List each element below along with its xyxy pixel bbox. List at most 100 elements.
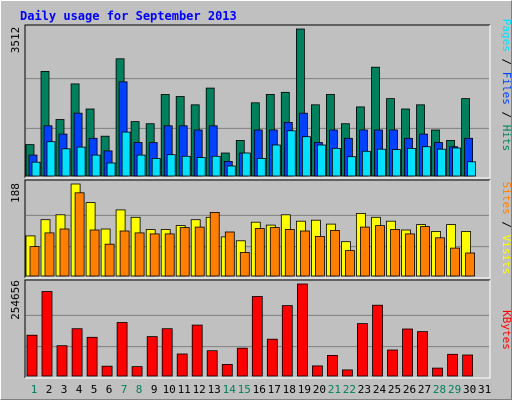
bar-sites-day-17	[269, 227, 280, 277]
bar-pages-day-25	[392, 149, 401, 177]
rl2-part-1: /	[500, 215, 512, 235]
kbytes-panel	[26, 283, 474, 377]
x-tick-label-day-29: 29	[448, 383, 461, 396]
bar-sites-day-1	[29, 246, 40, 277]
bar-kbytes-day-24	[372, 304, 383, 377]
bar-pages-day-15	[241, 152, 251, 177]
bar-sites-day-6	[104, 243, 115, 277]
bar-kbytes-day-3	[56, 345, 68, 377]
bar-sites-day-9	[149, 233, 160, 277]
bar-kbytes-day-1	[26, 334, 38, 377]
bar-pages-day-13	[211, 155, 221, 177]
bar-sites-day-24	[375, 225, 385, 277]
bar-kbytes-day-16	[251, 296, 263, 377]
x-tick-label-day-13: 13	[208, 383, 221, 396]
bar-kbytes-day-25	[387, 349, 398, 377]
sites-visits-panel	[25, 183, 476, 277]
bar-sites-day-8	[134, 232, 145, 277]
bar-pages-day-16	[256, 157, 266, 177]
rl3-part-0: KBytes	[500, 310, 512, 350]
x-tick-label-day-19: 19	[298, 383, 311, 396]
x-tick-label-day-21: 21	[328, 383, 341, 396]
panel2-legend: Sites / Visits	[500, 182, 512, 275]
bar-kbytes-day-15	[236, 347, 248, 377]
bar-sites-day-27	[420, 226, 430, 277]
bar-pages-day-10	[166, 154, 176, 177]
bar-kbytes-day-6	[101, 365, 113, 377]
x-tick-label-day-1: 1	[31, 383, 38, 396]
bar-kbytes-day-13	[206, 350, 218, 377]
bar-kbytes-day-19	[296, 283, 308, 377]
panel1-legend: Pages / Files / Hits	[500, 19, 512, 152]
bar-pages-day-8	[136, 154, 146, 177]
x-tick-label-day-10: 10	[163, 383, 176, 396]
bar-sites-day-11	[179, 227, 190, 277]
x-axis-labels: 1 2 3 4 5 6 7 8 9 10 11 12 13 14 15 16 17 18 19 20 21 22 23 24 2…	[31, 383, 492, 396]
bar-kbytes-day-7	[116, 322, 128, 377]
bar-kbytes-day-12	[191, 324, 203, 377]
bar-kbytes-day-27	[417, 331, 428, 377]
x-tick-label-day-23: 23	[358, 383, 371, 396]
panel-3-shadow-edge	[24, 279, 490, 378]
panel2-max-label: 188	[9, 183, 22, 203]
bar-kbytes-day-14	[221, 363, 233, 377]
bar-pages-day-22	[346, 156, 356, 177]
rl2-part-0: Sites	[500, 182, 512, 215]
bar-pages-day-7	[121, 131, 131, 177]
bar-pages-day-23	[361, 150, 371, 177]
x-tick-label-day-26: 26	[403, 383, 416, 396]
bar-kbytes-day-30	[462, 354, 474, 377]
x-tick-label-day-4: 4	[76, 383, 83, 396]
bar-kbytes-day-28	[432, 367, 443, 377]
x-tick-label-day-12: 12	[193, 383, 206, 396]
bar-sites-day-7	[119, 230, 130, 277]
bar-pages-day-24	[377, 148, 386, 177]
bar-sites-day-25	[390, 229, 400, 277]
rl2-part-2: Visits	[500, 235, 512, 275]
bar-pages-day-18	[286, 130, 296, 177]
bar-pages-day-6	[106, 162, 116, 177]
bar-pages-day-17	[271, 144, 281, 177]
bar-kbytes-day-17	[266, 338, 278, 377]
bar-pages-day-12	[196, 157, 206, 177]
bar-sites-day-29	[450, 247, 461, 277]
bar-pages-day-26	[407, 147, 416, 177]
bar-sites-day-30	[465, 252, 476, 277]
x-tick-label-day-22: 22	[343, 383, 356, 396]
bar-sites-day-26	[405, 233, 415, 277]
bar-pages-day-30	[467, 161, 477, 177]
bar-sites-day-5	[89, 229, 100, 277]
bar-pages-day-14	[226, 165, 236, 177]
chart-title: Daily usage for September 2013	[20, 9, 237, 23]
x-tick-label-day-20: 20	[313, 383, 326, 396]
bar-kbytes-day-26	[402, 328, 413, 377]
x-tick-label-day-11: 11	[178, 383, 191, 396]
bar-kbytes-day-18	[281, 305, 293, 377]
panel3-legend: KBytes	[500, 310, 512, 350]
bar-sites-day-23	[359, 226, 370, 277]
x-tick-label-day-5: 5	[91, 383, 98, 396]
bar-sites-day-19	[299, 230, 310, 277]
x-tick-label-day-7: 7	[121, 383, 128, 396]
bar-kbytes-day-9	[146, 336, 158, 377]
bar-kbytes-day-29	[447, 353, 459, 377]
bar-kbytes-day-10	[161, 328, 173, 377]
x-tick-label-day-8: 8	[136, 383, 143, 396]
bar-kbytes-day-21	[326, 354, 338, 377]
x-tick-label-day-15: 15	[238, 383, 251, 396]
panel-3-light-edge	[25, 280, 491, 379]
bar-sites-day-20	[314, 235, 325, 277]
panel-1-shadow-edge	[24, 24, 490, 178]
bar-sites-day-15	[239, 252, 250, 277]
bar-kbytes-day-22	[341, 369, 353, 377]
bar-kbytes-day-4	[71, 328, 83, 377]
panel-2-light-edge	[25, 180, 491, 279]
x-tick-label-day-17: 17	[268, 383, 281, 396]
bar-kbytes-day-5	[86, 336, 98, 377]
panel-2-shadow-edge	[24, 179, 490, 278]
bar-pages-day-29	[452, 147, 462, 177]
x-tick-label-day-24: 24	[373, 383, 387, 396]
bar-pages-day-21	[331, 147, 341, 177]
bar-pages-day-19	[301, 136, 311, 177]
